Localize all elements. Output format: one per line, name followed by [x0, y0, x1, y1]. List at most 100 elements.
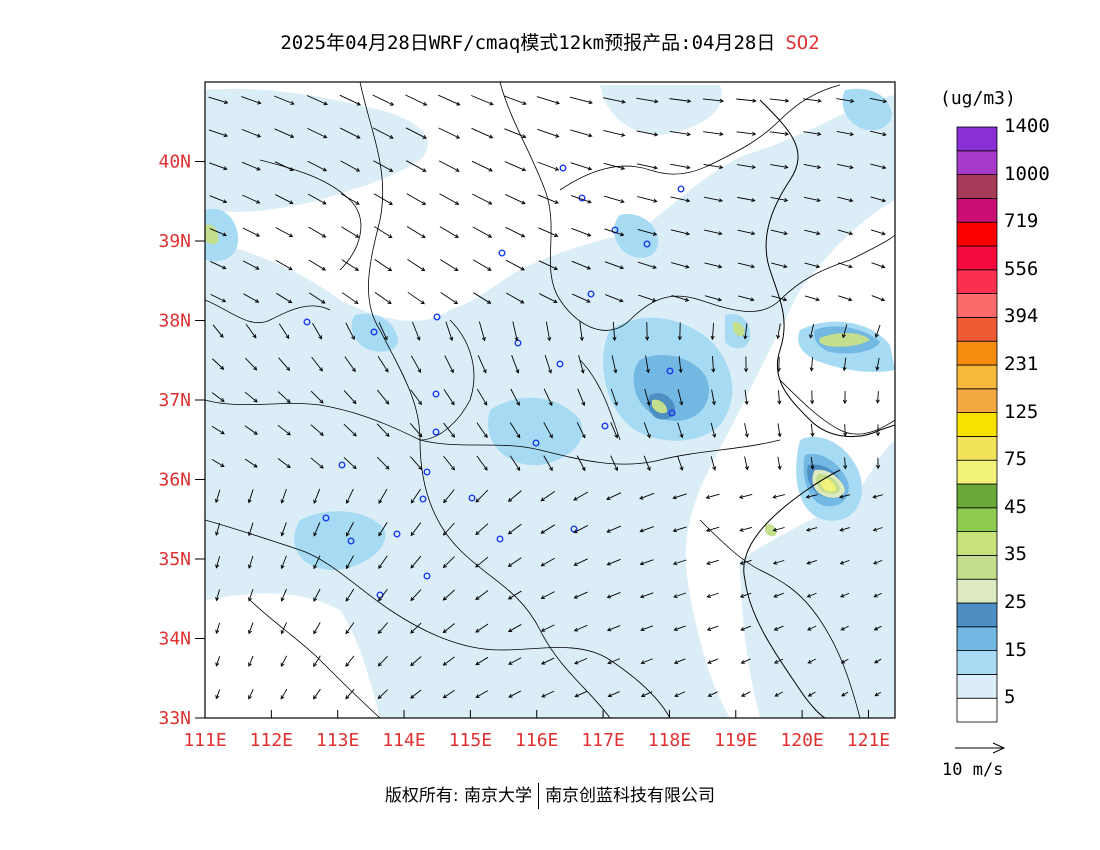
wind-vector-head	[215, 695, 220, 700]
wind-vector-shaft	[313, 555, 321, 569]
wind-vector-head	[454, 267, 459, 271]
wind-vector-head	[774, 659, 779, 664]
city-marker	[496, 535, 504, 543]
wind-vector-shaft	[678, 355, 682, 373]
wind-vector-shaft	[509, 455, 521, 471]
wind-vector-shaft	[209, 228, 227, 236]
wind-vector-head	[280, 630, 285, 635]
colorbar-label: 231	[1004, 353, 1039, 375]
wind-vector-head	[587, 199, 592, 204]
wind-vector-shaft	[604, 261, 624, 269]
wind-vector-shaft	[807, 592, 817, 598]
wind-vector-head	[711, 368, 716, 373]
wind-vector-shaft	[543, 422, 553, 438]
wind-vector-head	[356, 134, 361, 139]
wind-vector-head	[872, 560, 878, 565]
wind-vector-head	[784, 98, 790, 103]
wind-vector-shaft	[281, 489, 287, 503]
wind-vector-head	[410, 531, 415, 537]
wind-vector-head	[455, 134, 461, 139]
wind-vector-shaft	[212, 324, 224, 338]
wind-vector-head	[685, 264, 690, 269]
wind-vector-head	[455, 201, 460, 205]
wind-vector-head	[774, 692, 779, 697]
wind-vector-head	[549, 434, 553, 439]
wind-vector-shaft	[276, 292, 292, 304]
wind-vector-head	[639, 594, 645, 599]
wind-vector-shaft	[311, 356, 323, 372]
wind-vector-head	[520, 233, 526, 238]
wind-vector-shaft	[874, 691, 882, 697]
wind-vector-head	[223, 133, 229, 138]
wind-vector-head	[288, 233, 294, 237]
so2-concentration-shading	[205, 85, 895, 718]
wind-vector-head	[488, 134, 494, 139]
wind-vector-head	[744, 433, 749, 438]
wind-vector-shaft	[641, 691, 653, 697]
chart-title: 2025年04月28日WRF/cmaq模式12km预报产品:04月28日 SO2	[0, 28, 1100, 55]
wind-vector-shaft	[603, 130, 625, 136]
wind-vector-head	[321, 266, 326, 271]
wind-vector-head	[606, 561, 611, 566]
wind-vector-shaft	[674, 658, 686, 664]
wind-vector-head	[784, 164, 789, 170]
wind-vector-head	[421, 234, 426, 239]
wind-vector-shaft	[874, 625, 882, 631]
coastline	[743, 99, 895, 718]
wind-vector-shaft	[313, 522, 321, 536]
wind-vector-head	[377, 694, 382, 700]
wind-vector-head	[487, 300, 492, 304]
wind-vector-shaft	[809, 324, 815, 338]
wind-vector-shaft	[703, 163, 723, 169]
wind-vector-shaft	[245, 323, 257, 339]
wind-vector-shaft	[575, 691, 587, 697]
wind-vector-head	[706, 627, 712, 631]
wind-vector-head	[289, 167, 294, 171]
wind-vector-shaft	[310, 457, 324, 469]
wind-vector-head	[881, 198, 887, 203]
wind-vector-shaft	[836, 163, 854, 169]
wind-vector-head	[810, 432, 815, 438]
wind-vector-head	[842, 366, 847, 372]
wind-vector-head	[554, 200, 559, 204]
wind-vector-head	[378, 532, 383, 537]
wind-vector-head	[378, 499, 383, 504]
wind-vector-head	[784, 131, 789, 136]
wind-vector-shaft	[208, 129, 228, 137]
wind-vector-shaft	[843, 357, 847, 371]
colorbar-swatch	[956, 150, 998, 176]
wind-vector-head	[313, 597, 318, 602]
wind-vector-shaft	[836, 130, 854, 136]
wind-vector-head	[352, 465, 357, 470]
wind-vector-head	[776, 334, 781, 340]
wind-vector-head	[352, 399, 357, 405]
colorbar-swatch	[956, 364, 998, 390]
wind-vector-head	[515, 369, 520, 374]
wind-vector-shaft	[215, 489, 221, 503]
wind-vector-head	[677, 336, 682, 341]
city-marker	[611, 226, 619, 234]
wind-vector-shaft	[640, 526, 654, 532]
wind-vector-head	[541, 693, 546, 698]
wind-vector-shaft	[345, 689, 355, 699]
wind-vector-head	[839, 527, 844, 532]
wind-vector-shaft	[640, 592, 654, 598]
wind-vector-shaft	[810, 357, 814, 371]
wind-vector-head	[581, 401, 586, 407]
wind-vector-shaft	[275, 259, 293, 271]
wind-vector-head	[220, 430, 225, 435]
wind-vector-shaft	[378, 622, 388, 634]
wind-vector-shaft	[574, 591, 588, 599]
wind-vector-shaft	[443, 522, 455, 536]
wind-vector-shaft	[769, 131, 789, 135]
wind-vector-head	[286, 398, 291, 404]
wind-vector-shaft	[209, 195, 227, 203]
wind-vector-head	[313, 630, 318, 635]
colorbar-label: 75	[1004, 448, 1027, 471]
wind-vector-shaft	[438, 127, 460, 139]
wind-vector-head	[751, 198, 756, 203]
wind-vector-shaft	[737, 229, 755, 235]
wind-vector-shaft	[837, 262, 853, 268]
wind-vector-shaft	[637, 196, 657, 202]
wind-vector-head	[507, 530, 513, 535]
